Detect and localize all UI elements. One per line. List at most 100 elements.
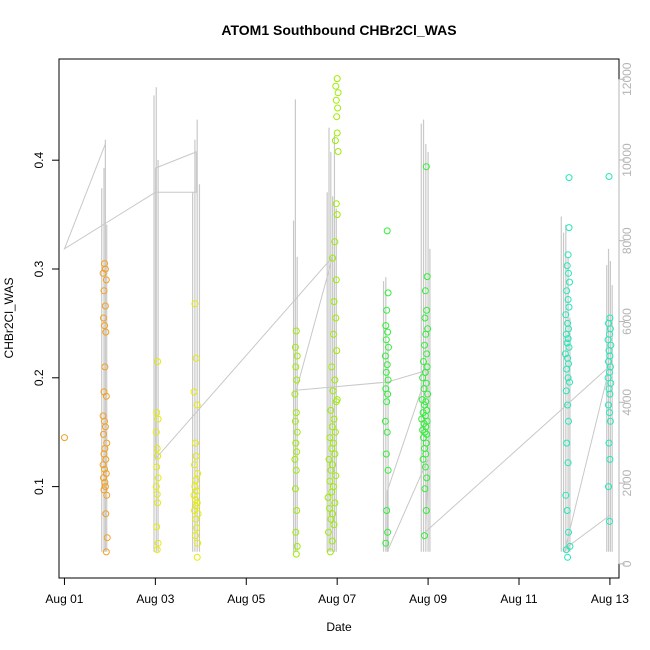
point-s2-2 <box>293 352 301 360</box>
point-s3-55 <box>421 463 429 471</box>
point-s2-16 <box>293 542 301 550</box>
point-s2-13 <box>291 485 299 493</box>
point-s0-20 <box>102 455 110 463</box>
y2-tick-label: 8000 <box>620 227 634 254</box>
point-s3-38 <box>422 398 430 406</box>
point-s3-7 <box>381 352 389 360</box>
point-s0-7 <box>100 314 107 322</box>
point-s3-12 <box>384 390 392 398</box>
point-s2-41 <box>330 415 338 423</box>
point-s2-46 <box>328 445 336 452</box>
point-s2-3 <box>292 363 300 371</box>
point-s2-23 <box>333 113 341 121</box>
point-s3-13 <box>383 398 391 406</box>
x-tick-label: Aug 07 <box>318 592 356 606</box>
point-s0-6 <box>101 302 109 310</box>
point-s3-14 <box>381 417 389 425</box>
point-s4-28 <box>565 528 572 536</box>
point-s0-4 <box>102 276 110 284</box>
point-s2-30 <box>329 254 337 262</box>
point-s4-53 <box>606 455 614 463</box>
x-tick-label: Aug 11 <box>500 592 537 606</box>
point-s4-18 <box>563 365 571 373</box>
point-s3-36 <box>424 390 432 398</box>
point-s4-55 <box>606 517 613 525</box>
point-s3-0 <box>383 227 391 235</box>
point-s3-25 <box>421 314 429 322</box>
point-s1-8 <box>152 483 160 491</box>
point-s2-15 <box>292 528 300 536</box>
point-s3-58 <box>422 507 430 514</box>
point-s2-10 <box>293 448 301 456</box>
point-s0-3 <box>99 269 107 277</box>
point-s2-11 <box>291 455 299 463</box>
point-s0-24 <box>100 474 107 482</box>
point-s1-5 <box>154 452 162 460</box>
point-s3-29 <box>423 350 431 358</box>
point-s2-34 <box>330 330 337 338</box>
point-s0-12 <box>102 392 110 400</box>
data-points <box>61 75 615 561</box>
point-s1-9 <box>153 490 161 498</box>
chart-title: ATOM1 Southbound CHBr2Cl_WAS <box>221 22 456 38</box>
x-tick-label: Aug 09 <box>409 592 447 606</box>
point-s1-19 <box>192 452 200 460</box>
point-s2-28 <box>333 211 341 219</box>
point-s2-12 <box>292 466 300 474</box>
x-tick-label: Aug 05 <box>227 592 265 606</box>
x-tick-label: Aug 13 <box>591 592 629 606</box>
point-s3-23 <box>421 287 429 295</box>
y2-tick-label: 12000 <box>620 62 634 96</box>
point-s4-13 <box>563 339 571 347</box>
point-s2-50 <box>327 466 335 474</box>
point-s4-11 <box>562 330 570 338</box>
point-s4-54 <box>605 483 612 491</box>
point-s3-15 <box>383 428 391 436</box>
point-s0-31 <box>102 548 110 556</box>
point-s4-38 <box>604 336 612 344</box>
point-s0-10 <box>101 363 109 371</box>
point-s3-8 <box>383 361 391 369</box>
point-s2-9 <box>292 439 300 447</box>
point-s0-30 <box>103 534 111 542</box>
point-s2-22 <box>334 104 342 112</box>
point-s2-63 <box>326 548 334 556</box>
x-tick-label: Aug 01 <box>45 592 83 606</box>
secondary-series-line <box>63 143 611 553</box>
point-s1-22 <box>192 476 200 484</box>
point-s2-55 <box>324 494 332 501</box>
point-s3-33 <box>419 374 427 382</box>
point-s1-13 <box>153 546 161 554</box>
point-s1-25 <box>190 491 198 499</box>
point-s2-18 <box>333 75 341 83</box>
point-s2-29 <box>331 238 339 246</box>
y2-tick-label: 4000 <box>620 389 634 416</box>
point-s1-14 <box>191 300 199 308</box>
point-s2-60 <box>330 521 338 529</box>
point-s2-48 <box>325 455 333 463</box>
point-s1-1 <box>153 409 161 417</box>
point-s3-5 <box>382 336 390 344</box>
point-s2-59 <box>327 515 335 523</box>
point-s2-20 <box>334 89 342 97</box>
point-s1-27 <box>193 499 201 507</box>
point-s3-57 <box>421 485 429 493</box>
point-s2-54 <box>328 488 336 496</box>
point-s0-5 <box>100 287 108 295</box>
point-s4-48 <box>606 390 614 398</box>
point-s2-52 <box>326 477 334 485</box>
point-s1-17 <box>193 401 201 409</box>
point-s0-9 <box>102 328 110 336</box>
point-s2-61 <box>325 528 332 536</box>
point-s1-20 <box>191 461 198 469</box>
point-s1-18 <box>191 439 199 447</box>
x-axis-label: Date <box>326 620 352 634</box>
y-tick-label: 0.1 <box>32 478 46 495</box>
point-s4-2 <box>563 262 571 270</box>
point-s2-33 <box>332 314 340 322</box>
point-s3-19 <box>384 528 392 536</box>
point-s1-6 <box>153 463 161 471</box>
point-s2-31 <box>332 276 340 284</box>
y2-axis: 0 2000 4000 6000 8000 10000 12000 <box>618 62 634 567</box>
point-s2-5 <box>291 390 299 398</box>
